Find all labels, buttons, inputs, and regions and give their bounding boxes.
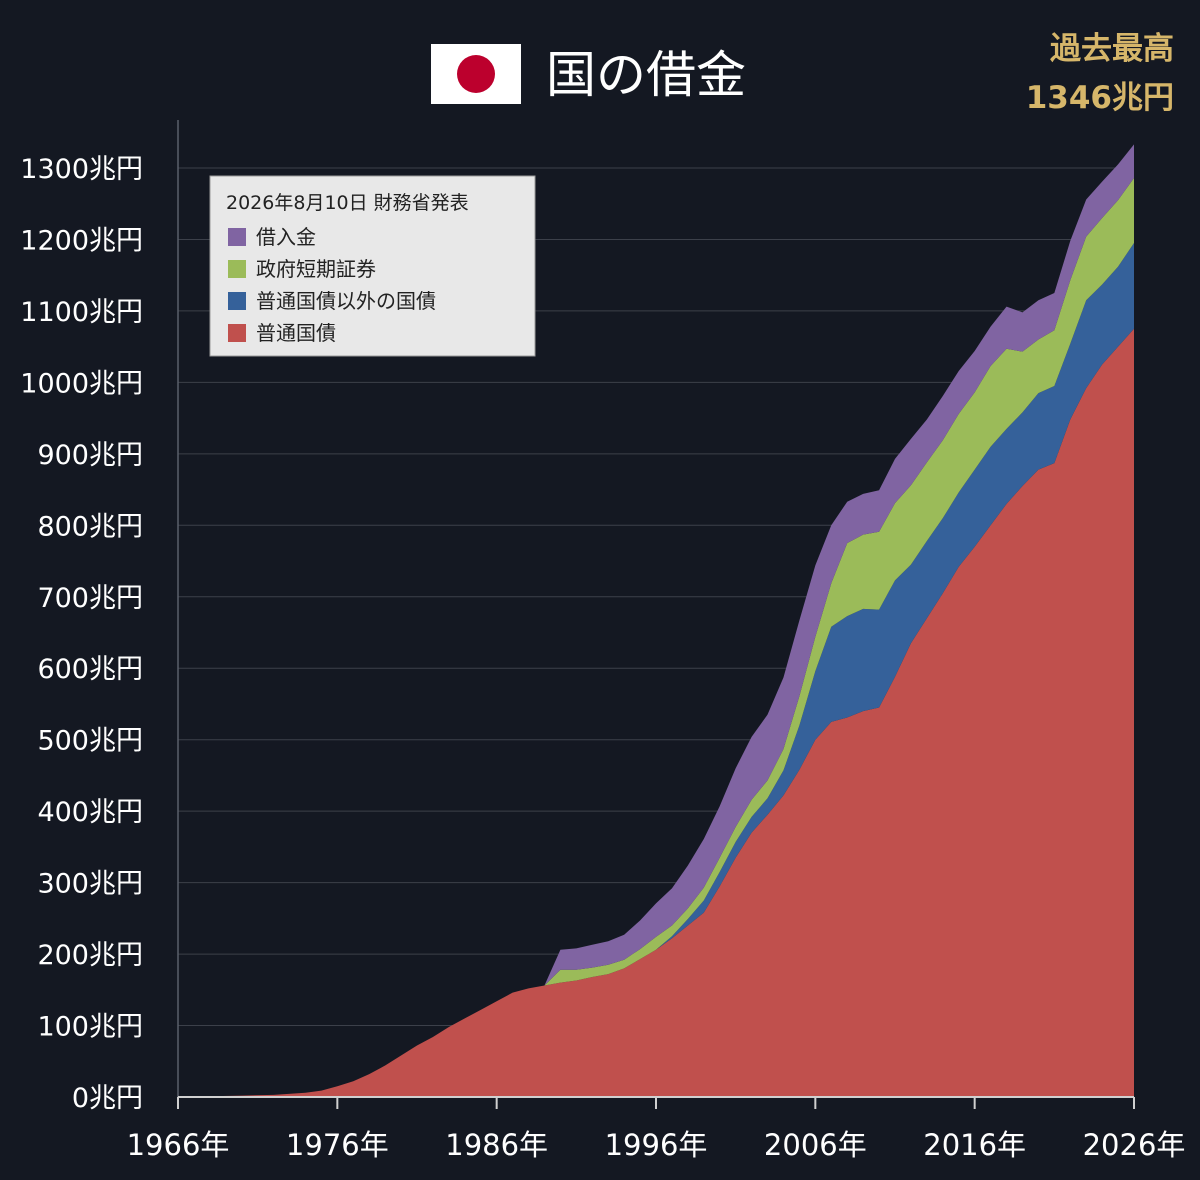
legend-swatch-2 bbox=[228, 260, 246, 278]
stacked-area-series bbox=[178, 144, 1134, 1098]
x-tick-label-1986: 1986年 bbox=[445, 1128, 548, 1162]
y-tick-label-1200: 1200兆円 bbox=[20, 225, 143, 256]
y-tick-label-700: 700兆円 bbox=[37, 583, 143, 614]
record-high-annotation: 過去最高 1346兆円 bbox=[1026, 31, 1174, 116]
legend-swatch-3 bbox=[228, 292, 246, 310]
y-tick-label-0: 0兆円 bbox=[72, 1083, 143, 1114]
y-tick-label-600: 600兆円 bbox=[37, 654, 143, 685]
legend-swatch-4 bbox=[228, 324, 246, 342]
legend-label-3: 普通国債以外の国債 bbox=[256, 289, 436, 313]
x-tick-label-1966: 1966年 bbox=[127, 1128, 230, 1162]
y-tick-label-100: 100兆円 bbox=[37, 1012, 143, 1043]
legend-box bbox=[209, 175, 536, 357]
y-tick-label-200: 200兆円 bbox=[37, 940, 143, 971]
x-tick-label-2016: 2016年 bbox=[923, 1128, 1026, 1162]
legend-label-2: 政府短期証券 bbox=[256, 257, 376, 281]
y-tick-label-300: 300兆円 bbox=[37, 869, 143, 900]
area-series-4 bbox=[178, 144, 1134, 1097]
y-tick-label-1100: 1100兆円 bbox=[20, 297, 143, 328]
japan-flag-icon bbox=[431, 44, 521, 104]
record-high-label: 過去最高 bbox=[1050, 31, 1174, 67]
legend-label-1: 借入金 bbox=[256, 225, 316, 249]
x-tick-label-2006: 2006年 bbox=[764, 1128, 867, 1162]
legend-swatch-1 bbox=[228, 228, 246, 246]
x-axis-ticks: 1966年 1976年 1986年 1996年 2006年 2016年 2026年 bbox=[127, 1097, 1186, 1162]
y-tick-label-900: 900兆円 bbox=[37, 440, 143, 471]
chart-title: 国の借金 bbox=[546, 46, 746, 104]
y-tick-label-800: 800兆円 bbox=[37, 511, 143, 542]
y-tick-label-400: 400兆円 bbox=[37, 797, 143, 828]
x-tick-label-1976: 1976年 bbox=[286, 1128, 389, 1162]
chart-header: 国の借金 bbox=[431, 44, 746, 104]
y-tick-label-1300: 1300兆円 bbox=[20, 154, 143, 185]
x-tick-label-1996: 1996年 bbox=[605, 1128, 708, 1162]
y-axis-ticks: 0兆円 100兆円 200兆円 300兆円 400兆円 500兆円 600兆円 700兆円 80… bbox=[20, 154, 143, 1114]
legend-label-4: 普通国債 bbox=[256, 321, 336, 345]
legend-title: 2026年8月10日 財務省発表 bbox=[226, 192, 469, 214]
record-high-value: 1346兆円 bbox=[1026, 80, 1174, 116]
area-series-1 bbox=[178, 328, 1134, 1097]
y-tick-label-1000: 1000兆円 bbox=[20, 368, 143, 399]
y-tick-label-500: 500兆円 bbox=[37, 726, 143, 757]
x-tick-label-2026: 2026年 bbox=[1083, 1128, 1186, 1162]
